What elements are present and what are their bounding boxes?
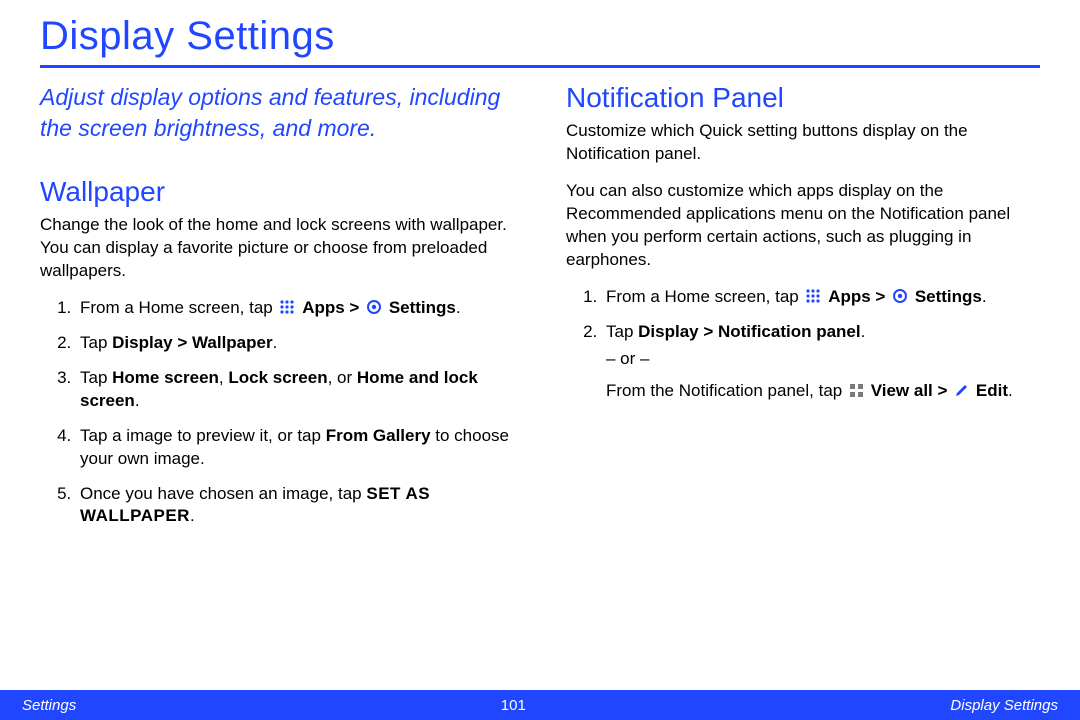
text: From the Notification panel, tap (606, 381, 847, 400)
notification-heading: Notification Panel (566, 82, 1036, 114)
bold: Display > Notification panel (638, 322, 860, 341)
notification-alt: From the Notification panel, tap View al… (606, 380, 1036, 403)
bold: From Gallery (326, 426, 431, 445)
text: Tap a image to preview it, or tap (80, 426, 326, 445)
text: From a Home screen, tap (606, 287, 803, 306)
period: . (1008, 381, 1013, 400)
bold: Display > Wallpaper (112, 333, 272, 352)
text: Once you have chosen an image, tap (80, 484, 366, 503)
period: . (190, 506, 195, 525)
period: . (861, 322, 866, 341)
footer-page-number: 101 (501, 697, 526, 714)
period: . (456, 298, 461, 317)
or-divider: – or – (606, 348, 1036, 371)
view-all-label: View all (871, 381, 933, 400)
settings-gear-icon (366, 299, 382, 315)
wallpaper-step-1: From a Home screen, tap Apps > Settings. (76, 297, 510, 320)
apps-grid-icon (279, 299, 295, 315)
wallpaper-step-3: Tap Home screen, Lock screen, or Home an… (76, 367, 510, 413)
wallpaper-step-4: Tap a image to preview it, or tap From G… (76, 425, 510, 471)
apps-grid-icon (805, 288, 821, 304)
period: . (135, 391, 140, 410)
text: , or (328, 368, 357, 387)
wallpaper-desc: Change the look of the home and lock scr… (40, 214, 510, 283)
notification-step-2: Tap Display > Notification panel. – or –… (602, 321, 1036, 404)
wallpaper-step-5: Once you have chosen an image, tap SET A… (76, 483, 510, 529)
text: , (219, 368, 228, 387)
bold: Home screen (112, 368, 219, 387)
apps-label: Apps (828, 287, 871, 306)
notification-steps: From a Home screen, tap Apps > Settings.… (566, 286, 1036, 404)
footer-right: Display Settings (950, 697, 1058, 714)
title-rule (40, 65, 1040, 68)
grid-icon (849, 383, 864, 398)
wallpaper-steps: From a Home screen, tap Apps > Settings.… (40, 297, 510, 529)
gt: > (345, 298, 364, 317)
notification-p2: You can also customize which apps displa… (566, 180, 1036, 272)
notification-step-1: From a Home screen, tap Apps > Settings. (602, 286, 1036, 309)
page-footer: Settings 101 Display Settings (0, 690, 1080, 720)
wallpaper-heading: Wallpaper (40, 176, 510, 208)
apps-label: Apps (302, 298, 345, 317)
wallpaper-step-2: Tap Display > Wallpaper. (76, 332, 510, 355)
gt: > (933, 381, 952, 400)
gt: > (871, 287, 890, 306)
right-column: Notification Panel Customize which Quick… (566, 82, 1036, 720)
left-column: Adjust display options and features, inc… (40, 82, 510, 720)
text: Tap (80, 368, 112, 387)
period: . (982, 287, 987, 306)
text: Tap (80, 333, 112, 352)
text: Tap (606, 322, 638, 341)
settings-label: Settings (389, 298, 456, 317)
period: . (273, 333, 278, 352)
notification-p1: Customize which Quick setting buttons di… (566, 120, 1036, 166)
footer-left: Settings (22, 697, 76, 714)
content-columns: Adjust display options and features, inc… (40, 82, 1040, 720)
pencil-icon (954, 383, 969, 398)
page-title: Display Settings (40, 14, 1040, 59)
intro-text: Adjust display options and features, inc… (40, 82, 510, 144)
settings-label: Settings (915, 287, 982, 306)
settings-gear-icon (892, 288, 908, 304)
text: From a Home screen, tap (80, 298, 277, 317)
edit-label: Edit (976, 381, 1008, 400)
bold: Lock screen (228, 368, 327, 387)
